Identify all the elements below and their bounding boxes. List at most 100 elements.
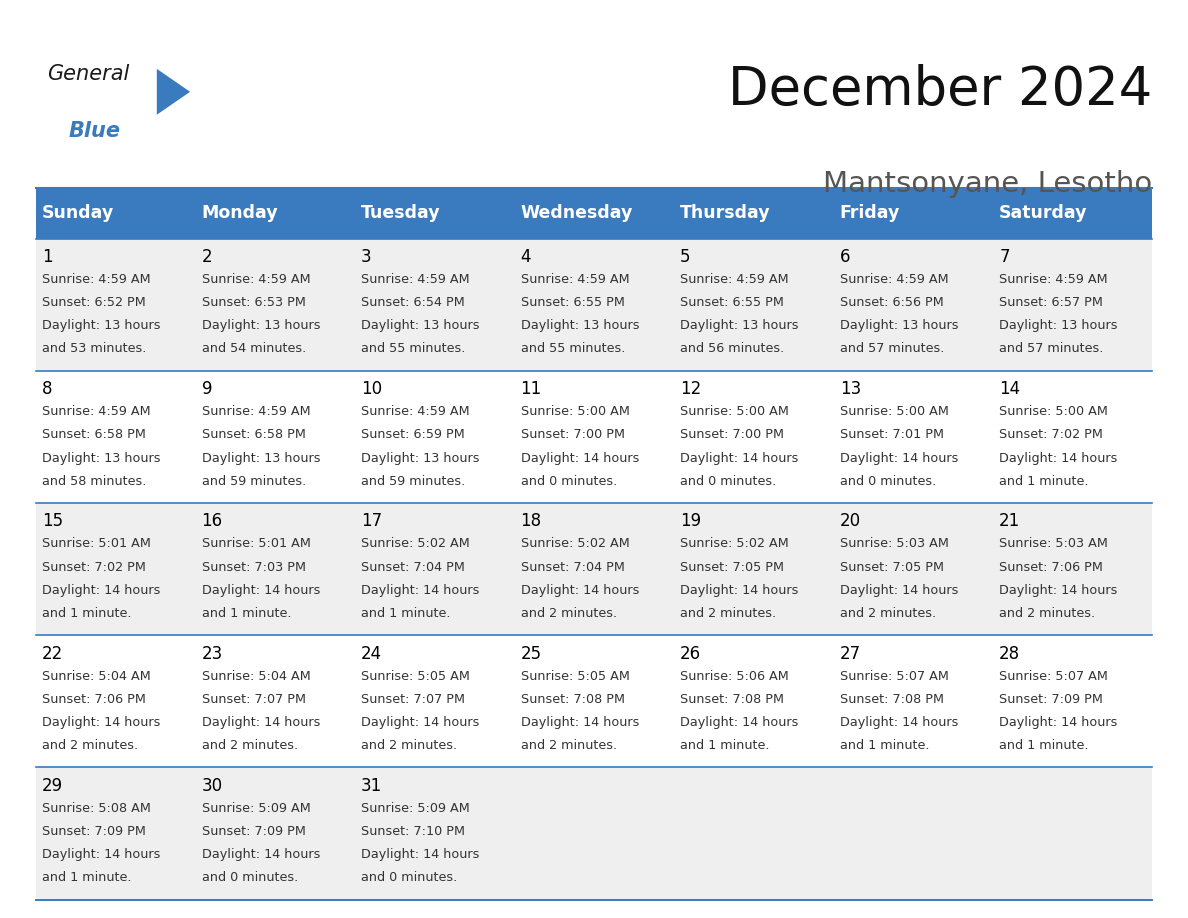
Bar [833, 188, 993, 239]
Text: Daylight: 14 hours: Daylight: 14 hours [681, 452, 798, 465]
Text: Sunday: Sunday [42, 205, 114, 222]
Text: 23: 23 [202, 644, 223, 663]
Bar [195, 503, 355, 635]
Text: Daylight: 13 hours: Daylight: 13 hours [42, 452, 160, 465]
Text: Monday: Monday [202, 205, 278, 222]
Text: December 2024: December 2024 [728, 64, 1152, 117]
Bar [195, 188, 355, 239]
Text: Sunset: 6:52 PM: Sunset: 6:52 PM [42, 297, 146, 309]
Text: Sunrise: 5:02 AM: Sunrise: 5:02 AM [681, 537, 789, 551]
Bar [833, 767, 993, 900]
Bar [993, 503, 1152, 635]
Text: and 1 minute.: and 1 minute. [999, 739, 1088, 752]
Text: and 2 minutes.: and 2 minutes. [42, 739, 138, 752]
Text: Sunrise: 5:02 AM: Sunrise: 5:02 AM [361, 537, 469, 551]
Text: Sunrise: 4:59 AM: Sunrise: 4:59 AM [42, 273, 151, 286]
Text: 27: 27 [840, 644, 861, 663]
Bar [36, 767, 195, 900]
Text: 1: 1 [42, 248, 52, 266]
Text: Sunset: 7:00 PM: Sunset: 7:00 PM [520, 429, 625, 442]
Text: Sunrise: 5:03 AM: Sunrise: 5:03 AM [999, 537, 1108, 551]
Text: 5: 5 [681, 248, 690, 266]
Text: 9: 9 [202, 380, 211, 398]
Bar [355, 635, 514, 767]
Text: Daylight: 14 hours: Daylight: 14 hours [999, 716, 1118, 729]
Text: Sunrise: 4:59 AM: Sunrise: 4:59 AM [202, 405, 310, 419]
Text: Sunset: 6:58 PM: Sunset: 6:58 PM [42, 429, 146, 442]
Bar [195, 239, 355, 371]
Text: Sunset: 7:02 PM: Sunset: 7:02 PM [999, 429, 1104, 442]
Text: Sunset: 6:53 PM: Sunset: 6:53 PM [202, 297, 305, 309]
Bar [674, 767, 833, 900]
Text: and 2 minutes.: and 2 minutes. [361, 739, 457, 752]
Text: and 1 minute.: and 1 minute. [681, 739, 770, 752]
Bar [833, 239, 993, 371]
Text: and 54 minutes.: and 54 minutes. [202, 342, 305, 355]
Text: and 0 minutes.: and 0 minutes. [202, 871, 298, 884]
Text: and 0 minutes.: and 0 minutes. [681, 475, 777, 487]
Text: and 1 minute.: and 1 minute. [361, 607, 450, 620]
Bar [355, 767, 514, 900]
Text: Daylight: 14 hours: Daylight: 14 hours [42, 584, 160, 597]
Text: Sunrise: 4:59 AM: Sunrise: 4:59 AM [361, 273, 469, 286]
Bar [674, 635, 833, 767]
Text: Sunset: 7:02 PM: Sunset: 7:02 PM [42, 561, 146, 574]
Bar [993, 239, 1152, 371]
Text: and 1 minute.: and 1 minute. [42, 607, 132, 620]
Text: Sunset: 6:55 PM: Sunset: 6:55 PM [681, 297, 784, 309]
Text: General: General [48, 64, 129, 84]
Text: 19: 19 [681, 512, 701, 531]
Text: Sunrise: 5:03 AM: Sunrise: 5:03 AM [840, 537, 948, 551]
Text: Daylight: 13 hours: Daylight: 13 hours [681, 319, 798, 332]
Bar [36, 635, 195, 767]
Polygon shape [157, 69, 190, 115]
Text: Daylight: 13 hours: Daylight: 13 hours [42, 319, 160, 332]
Text: Sunrise: 4:59 AM: Sunrise: 4:59 AM [361, 405, 469, 419]
Text: 28: 28 [999, 644, 1020, 663]
Text: Sunset: 7:03 PM: Sunset: 7:03 PM [202, 561, 305, 574]
Text: 26: 26 [681, 644, 701, 663]
Text: 4: 4 [520, 248, 531, 266]
Text: Sunrise: 4:59 AM: Sunrise: 4:59 AM [999, 273, 1108, 286]
Text: Daylight: 14 hours: Daylight: 14 hours [681, 584, 798, 597]
Bar [36, 503, 195, 635]
Text: and 56 minutes.: and 56 minutes. [681, 342, 784, 355]
Text: 17: 17 [361, 512, 383, 531]
Bar [36, 239, 195, 371]
Text: 20: 20 [840, 512, 861, 531]
Text: and 1 minute.: and 1 minute. [202, 607, 291, 620]
Text: Sunset: 7:01 PM: Sunset: 7:01 PM [840, 429, 943, 442]
Text: Daylight: 14 hours: Daylight: 14 hours [202, 848, 320, 861]
Text: Daylight: 13 hours: Daylight: 13 hours [999, 319, 1118, 332]
Text: 21: 21 [999, 512, 1020, 531]
Text: Daylight: 14 hours: Daylight: 14 hours [520, 584, 639, 597]
Text: Friday: Friday [840, 205, 901, 222]
Text: Sunset: 7:09 PM: Sunset: 7:09 PM [42, 825, 146, 838]
Text: Sunrise: 5:09 AM: Sunrise: 5:09 AM [361, 801, 469, 815]
Bar [674, 188, 833, 239]
Text: Sunset: 7:04 PM: Sunset: 7:04 PM [361, 561, 465, 574]
Text: Thursday: Thursday [681, 205, 771, 222]
Text: Daylight: 13 hours: Daylight: 13 hours [361, 452, 480, 465]
Text: Sunrise: 5:07 AM: Sunrise: 5:07 AM [840, 669, 948, 683]
Text: and 0 minutes.: and 0 minutes. [840, 475, 936, 487]
Text: Sunrise: 5:02 AM: Sunrise: 5:02 AM [520, 537, 630, 551]
Bar [36, 371, 195, 503]
Text: and 1 minute.: and 1 minute. [840, 739, 929, 752]
Bar [514, 371, 674, 503]
Bar [993, 635, 1152, 767]
Text: Sunset: 6:55 PM: Sunset: 6:55 PM [520, 297, 625, 309]
Text: 30: 30 [202, 777, 222, 795]
Text: Daylight: 14 hours: Daylight: 14 hours [361, 584, 480, 597]
Bar [993, 371, 1152, 503]
Bar [355, 371, 514, 503]
Text: Sunrise: 5:04 AM: Sunrise: 5:04 AM [202, 669, 310, 683]
Text: 14: 14 [999, 380, 1020, 398]
Text: and 57 minutes.: and 57 minutes. [999, 342, 1104, 355]
Text: 11: 11 [520, 380, 542, 398]
Text: Sunset: 6:59 PM: Sunset: 6:59 PM [361, 429, 465, 442]
Text: 13: 13 [840, 380, 861, 398]
Text: Sunrise: 4:59 AM: Sunrise: 4:59 AM [520, 273, 630, 286]
Text: Sunset: 7:08 PM: Sunset: 7:08 PM [840, 693, 943, 706]
Text: and 2 minutes.: and 2 minutes. [681, 607, 776, 620]
